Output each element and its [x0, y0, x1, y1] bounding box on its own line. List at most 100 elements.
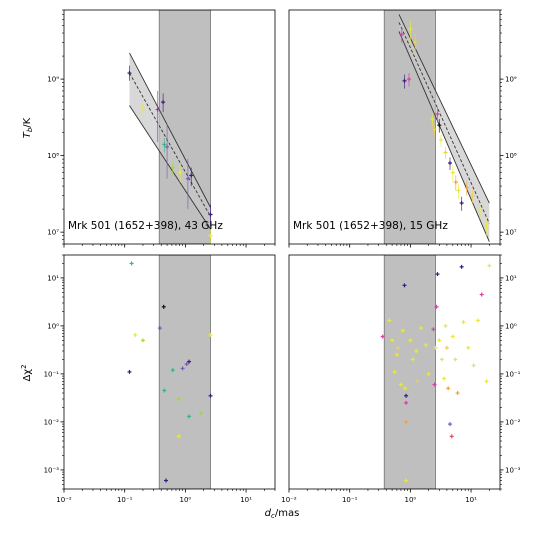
shaded-region [383, 255, 436, 489]
data-point [446, 386, 451, 391]
data-point [127, 369, 132, 374]
data-point [404, 419, 409, 424]
data-point [404, 400, 409, 405]
data-point [442, 376, 447, 381]
y-axis-label-dchi2-sup: 2 [20, 364, 28, 368]
data-point [419, 326, 424, 331]
fit-upper-line [398, 14, 490, 204]
y-axis-label-tb: Tb/K [22, 117, 34, 138]
y-tick-label: 10¹ [47, 274, 59, 282]
data-point [426, 371, 431, 376]
data-point [140, 338, 145, 343]
x-axis-label-sub: c [271, 512, 275, 520]
data-point [415, 379, 420, 384]
data-point [448, 157, 453, 170]
x-axis-label: dc/mas [265, 508, 300, 520]
data-point [133, 332, 138, 337]
y-tick-label: 10⁻¹ [505, 370, 521, 378]
y-tick-label: 10⁷ [47, 229, 59, 237]
x-tick-label: 10⁻² [281, 496, 297, 504]
data-point [450, 334, 455, 339]
data-point [443, 323, 448, 328]
data-point [170, 368, 175, 373]
panel-plot-area [127, 10, 213, 244]
data-point [140, 103, 145, 114]
data-point [392, 369, 397, 374]
panel-title-43ghz: Mrk 501 (1652+398), 43 GHz [68, 220, 223, 232]
y-tick-label: 10⁻³ [44, 466, 60, 474]
fit-lower-line [129, 105, 211, 230]
fit-lower-line [398, 31, 490, 242]
fit-best-line [398, 22, 490, 224]
data-point [404, 478, 409, 483]
data-point [432, 382, 437, 387]
data-point [170, 161, 175, 176]
y-tick-label: 10⁹ [47, 76, 59, 84]
fit-confidence-band [129, 52, 211, 230]
data-point [187, 414, 192, 419]
data-point [208, 204, 213, 227]
data-point [435, 107, 440, 123]
data-point [423, 343, 428, 348]
data-point [403, 386, 408, 391]
data-point [408, 19, 413, 43]
panel-tb-43ghz: 10⁷ 10⁸ 10⁹ [47, 9, 276, 248]
data-point [479, 292, 484, 297]
data-point [208, 332, 213, 337]
data-point [185, 159, 190, 210]
data-point [433, 345, 438, 350]
data-point [208, 228, 213, 244]
y-tick-label: 10⁸ [47, 152, 59, 160]
y-tick-label: 10⁹ [505, 76, 517, 84]
data-point [413, 33, 418, 57]
data-point [404, 393, 409, 398]
data-point [399, 28, 404, 43]
data-point [432, 123, 437, 137]
y-tick-label: 10⁻³ [505, 466, 521, 474]
x-tick-label: 10⁻¹ [117, 496, 133, 504]
data-point [162, 137, 167, 153]
data-point [161, 93, 166, 113]
data-point [453, 175, 458, 191]
data-point [176, 396, 181, 401]
data-point [444, 345, 449, 350]
data-point [398, 382, 403, 387]
data-point [164, 478, 169, 483]
data-point [439, 357, 444, 362]
data-point [157, 326, 162, 331]
data-point [155, 90, 160, 143]
data-point [390, 338, 395, 343]
data-point [466, 345, 471, 350]
panel-title-15ghz: Mrk 501 (1652+398), 15 GHz [293, 220, 448, 232]
data-point [455, 391, 460, 396]
panel-tb-15ghz: 10⁷ 10⁸ 10⁹ [288, 9, 517, 248]
y-tick-label: 10⁻¹ [44, 370, 60, 378]
data-point [453, 357, 458, 362]
fit-upper-line [129, 52, 211, 208]
data-point [189, 167, 194, 187]
data-point [410, 357, 415, 362]
data-point [184, 362, 189, 367]
data-point [400, 328, 405, 333]
x-axis-label-unit: /mas [275, 508, 299, 519]
shaded-region [158, 255, 211, 489]
panel-frame [63, 9, 276, 245]
data-point [165, 123, 170, 179]
x-tick-label: 10¹ [240, 496, 252, 504]
panel-plot-area [127, 255, 213, 489]
data-point [431, 327, 436, 332]
data-point [437, 338, 442, 343]
panel-plot-area [380, 255, 492, 489]
data-point [198, 411, 203, 416]
data-point [187, 359, 192, 364]
data-point [487, 263, 492, 268]
data-point [408, 338, 413, 343]
data-point [471, 363, 476, 368]
data-point [208, 393, 213, 398]
panel-frame [63, 254, 276, 490]
y-axis-label-dchi2: Δχ2 [20, 364, 33, 381]
data-point [477, 204, 482, 219]
x-axis-label-main: d [265, 508, 272, 519]
data-point [402, 283, 407, 288]
panel-dchi2-15ghz: 10⁻² 10⁻¹ 10⁰ 10¹ 10⁻³ 10⁻² 10⁻¹ 10⁰ 10¹ [281, 254, 521, 504]
